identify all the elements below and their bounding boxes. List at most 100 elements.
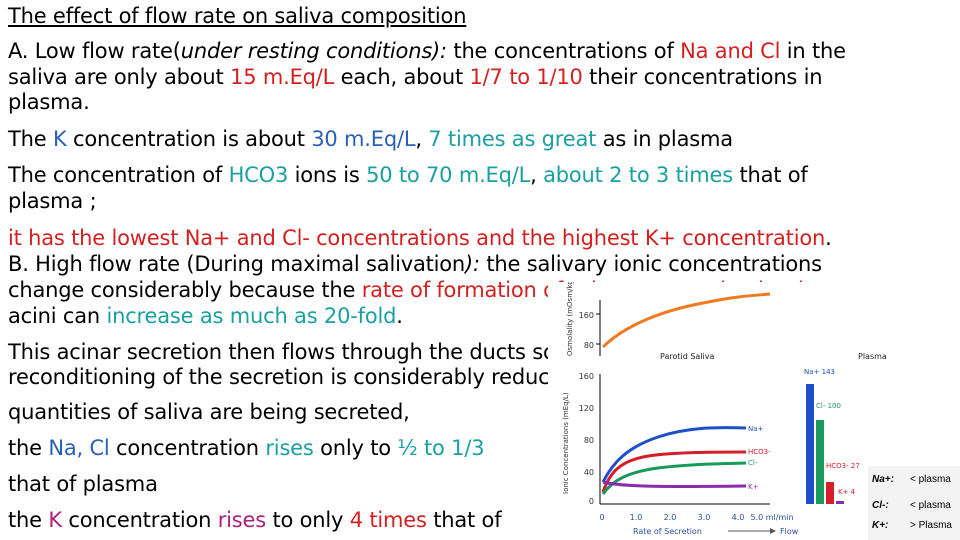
- text-line: quantities of saliva are being secreted,: [8, 400, 410, 424]
- text-run: 4 times: [349, 508, 427, 532]
- osmolality-axis-label: Osmolality (mOsm/kg H2O): [566, 282, 574, 356]
- text-run: saliva are only about: [8, 65, 231, 89]
- text-run: that of: [732, 163, 808, 187]
- text-run: the concentrations of: [446, 39, 681, 63]
- text-run: Na and Cl: [680, 39, 781, 63]
- text-run: The concentration of: [8, 163, 229, 187]
- text-run: plasma ;: [8, 189, 97, 213]
- text-line: acini can increase as much as 20-fold.: [8, 304, 403, 328]
- cl-curve: [601, 461, 747, 495]
- text-run: ,: [415, 127, 429, 151]
- x-tick-label: 3.0: [698, 513, 711, 522]
- text-run: each, about: [334, 65, 470, 89]
- legend-value: < plasma: [910, 474, 951, 485]
- text-run: change considerably because the: [8, 278, 362, 302]
- text-run: HCO3: [228, 163, 289, 187]
- text-run: that of plasma: [8, 472, 158, 496]
- osmolality-tick-label: 80: [584, 341, 594, 350]
- text-line-low-flow: A. Low flow rate(under resting condition…: [8, 39, 846, 63]
- text-run: ½ to 1/3: [397, 436, 485, 460]
- x-tick-label: 5.0 ml/min: [750, 513, 793, 522]
- text-run: Na, Cl: [48, 436, 110, 460]
- text-line-na-cl: the Na, Cl concentration rises only to ½…: [8, 436, 485, 460]
- legend-key: Na+:: [872, 474, 894, 485]
- cl-series-label: Cl-: [748, 459, 758, 467]
- text-run: the salivary ionic concentrations: [479, 252, 822, 276]
- text-run: ,: [530, 163, 544, 187]
- text-run: under resting conditions):: [180, 39, 447, 63]
- text-line: plasma ;: [8, 189, 97, 213]
- plasma-k-bar: [836, 501, 844, 504]
- legend-row-na: Na+: < plasma: [872, 474, 960, 485]
- text-run: as in plasma: [596, 127, 733, 151]
- plasma-cl-value: Cl- 100: [816, 402, 841, 410]
- osmolality-curve: [601, 292, 771, 349]
- legend-value: > Plasma: [910, 520, 952, 531]
- parotid-saliva-label: Parotid Saliva: [660, 352, 715, 361]
- legend-row-cl: Cl-: < plasma: [872, 500, 960, 511]
- text-run: that of: [426, 508, 502, 532]
- x-tick-label: 1.0: [630, 513, 643, 522]
- ionic-tick-label: 40: [584, 468, 594, 477]
- flow-arrow-head-icon: [770, 528, 776, 534]
- text-run: quantities of saliva are being secreted,: [8, 400, 410, 424]
- text-run: 1/7 to 1/10: [469, 65, 583, 89]
- text-run: plasma.: [8, 90, 90, 114]
- text-run: acini can: [8, 304, 107, 328]
- text-run: .: [396, 304, 403, 328]
- text-run: ions is: [288, 163, 367, 187]
- text-run: A. Low flow rate(: [8, 39, 181, 63]
- flow-label: Flow: [780, 527, 799, 536]
- legend-key: Cl-:: [872, 500, 889, 511]
- text-run: the: [8, 508, 49, 532]
- na-series-label: Na+: [748, 425, 764, 433]
- text-run: .: [825, 226, 832, 250]
- text-line-hco3: The concentration of HCO3 ions is 50 to …: [8, 163, 808, 187]
- legend-value: < plasma: [910, 500, 951, 511]
- x-axis-label: Rate of Secretion: [633, 527, 702, 536]
- text-run: rises: [265, 436, 314, 460]
- plasma-comparison-legend: Na+: < plasma Cl-: < plasma K+: > Plasma: [868, 466, 960, 540]
- text-line-k: The K concentration is about 30 m.Eq/L, …: [8, 127, 733, 151]
- saliva-flow-chart: 160 80 Osmolality (mOsm/kg H2O) Parotid …: [562, 282, 887, 536]
- text-run: only to: [313, 436, 398, 460]
- text-run: K: [48, 508, 62, 532]
- osmolality-tick-label: 160: [579, 311, 594, 320]
- plasma-hco3-bar: [826, 482, 834, 504]
- x-tick-label: 4.0: [732, 513, 745, 522]
- text-run: 7 times as great: [428, 127, 597, 151]
- plasma-hco3-value: HCO3- 27: [826, 462, 860, 470]
- k-series-label: K+: [748, 483, 759, 491]
- text-line: that of plasma: [8, 472, 158, 496]
- text-run: increase as much as 20-fold: [106, 304, 397, 328]
- x-tick-label: 0: [599, 513, 604, 522]
- k-curve: [602, 480, 747, 489]
- hco3-curve: [601, 450, 747, 493]
- hco3-series-label: HCO3-: [748, 448, 771, 456]
- text-run: The: [8, 127, 53, 151]
- text-run: it has the lowest Na+ and Cl- concentrat…: [8, 226, 826, 250]
- plasma-na-bar: [806, 384, 814, 504]
- plasma-na-value: Na+ 143: [804, 368, 835, 376]
- text-line-summary: it has the lowest Na+ and Cl- concentrat…: [8, 226, 832, 250]
- plasma-cl-bar: [816, 420, 824, 504]
- ionic-tick-label: 120: [579, 404, 594, 413]
- text-run: about 2 to 3 times: [543, 163, 733, 187]
- text-run: concentration: [109, 436, 266, 460]
- text-run: to only: [266, 508, 350, 532]
- text-line: plasma.: [8, 90, 90, 114]
- text-run: ):: [465, 252, 480, 276]
- text-run: in the: [780, 39, 846, 63]
- legend-key: K+:: [872, 520, 889, 531]
- text-line-k-high: the K concentration rises to only 4 time…: [8, 508, 502, 532]
- legend-row-k: K+: > Plasma: [872, 520, 960, 531]
- text-run: concentration is about: [66, 127, 312, 151]
- text-run: concentration: [61, 508, 218, 532]
- text-run: their concentrations in: [582, 65, 823, 89]
- text-run: rises: [217, 508, 266, 532]
- text-run: 30 m.Eq/L: [311, 127, 416, 151]
- text-run: the: [8, 436, 49, 460]
- slide-title: The effect of flow rate on saliva compos…: [8, 4, 467, 28]
- plasma-label: Plasma: [858, 352, 887, 361]
- na-curve: [601, 426, 747, 483]
